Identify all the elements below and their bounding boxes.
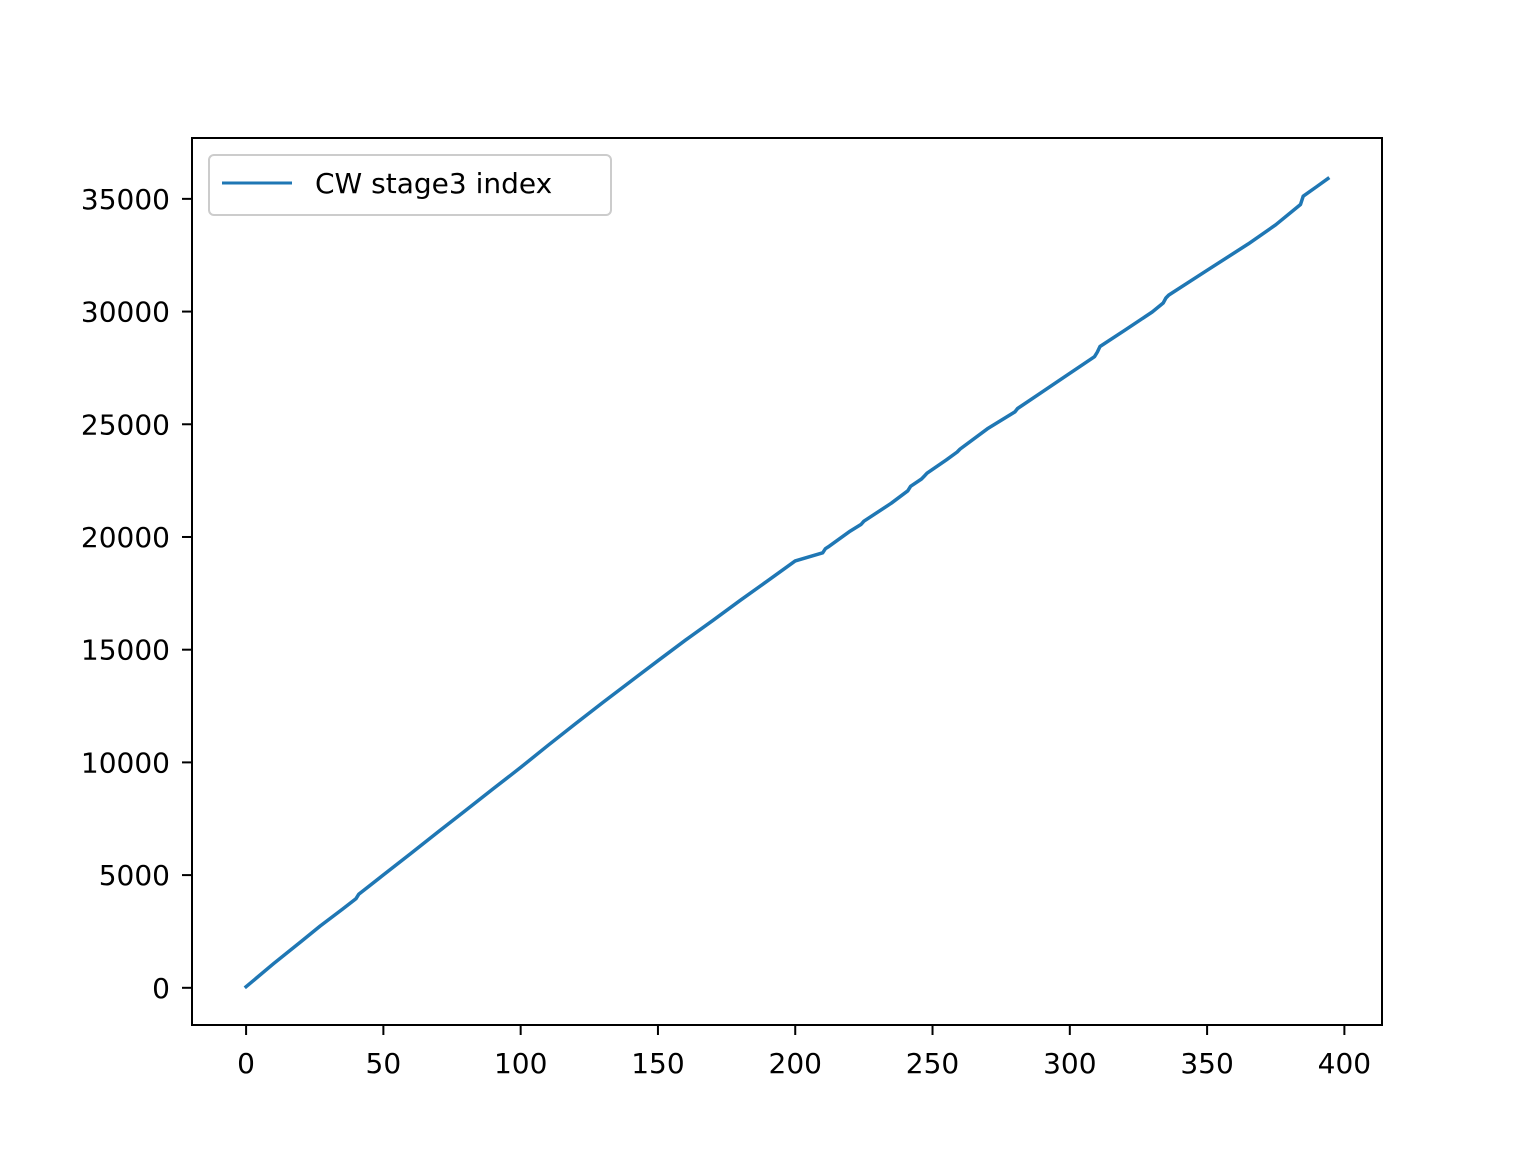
y-tick-label: 35000 xyxy=(81,183,170,216)
y-tick-label: 30000 xyxy=(81,296,170,329)
series-line xyxy=(243,176,1331,990)
x-tick-label: 0 xyxy=(237,1047,255,1080)
x-axis: 0 50 100 150 200 250 300 350 400 xyxy=(237,1025,1371,1080)
legend: CW stage3 index xyxy=(208,154,612,216)
y-tick-label: 0 xyxy=(152,972,170,1005)
x-tick-label: 300 xyxy=(1043,1047,1096,1080)
y-tick-label: 10000 xyxy=(81,746,170,779)
x-tick-label: 350 xyxy=(1180,1047,1233,1080)
x-tick-label: 400 xyxy=(1318,1047,1371,1080)
x-tick-label: 50 xyxy=(366,1047,402,1080)
plot-frame xyxy=(191,137,1383,1026)
y-tick-label: 20000 xyxy=(81,521,170,554)
series-layer xyxy=(243,176,1331,990)
x-tick-label: 100 xyxy=(494,1047,547,1080)
legend-box xyxy=(208,154,612,216)
x-tick-label: 150 xyxy=(631,1047,684,1080)
legend-label: CW stage3 index xyxy=(315,167,552,200)
y-tick-label: 25000 xyxy=(81,408,170,441)
x-tick-label: 250 xyxy=(906,1047,959,1080)
x-tick-label: 200 xyxy=(769,1047,822,1080)
y-tick-label: 15000 xyxy=(81,634,170,667)
y-tick-label: 5000 xyxy=(99,859,170,892)
y-axis: 0 5000 10000 15000 20000 25000 30000 35000 xyxy=(81,183,192,1005)
